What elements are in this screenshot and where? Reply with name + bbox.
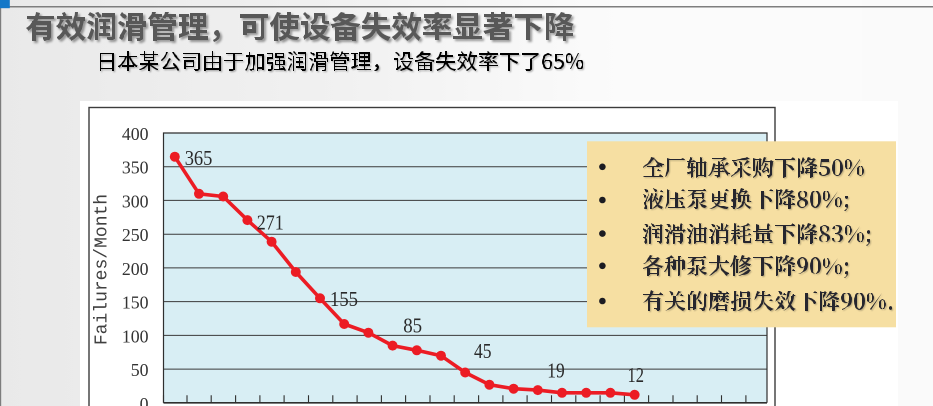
svg-text:300: 300 xyxy=(122,191,149,211)
svg-text:155: 155 xyxy=(330,287,358,311)
svg-text:85: 85 xyxy=(403,313,422,337)
svg-text:271: 271 xyxy=(257,210,284,234)
svg-text:200: 200 xyxy=(122,259,149,279)
svg-text:150: 150 xyxy=(122,293,149,313)
svg-text:350: 350 xyxy=(122,158,149,178)
svg-text:100: 100 xyxy=(122,326,149,346)
svg-text:400: 400 xyxy=(122,124,149,144)
svg-text:0: 0 xyxy=(140,394,149,406)
svg-text:250: 250 xyxy=(122,225,149,245)
svg-text:19: 19 xyxy=(547,358,564,382)
svg-text:12: 12 xyxy=(628,363,645,387)
svg-text:50: 50 xyxy=(131,360,149,380)
svg-text:365: 365 xyxy=(185,146,213,170)
svg-text:45: 45 xyxy=(474,339,492,363)
svg-text:Failures/Month: Failures/Month xyxy=(93,194,113,345)
